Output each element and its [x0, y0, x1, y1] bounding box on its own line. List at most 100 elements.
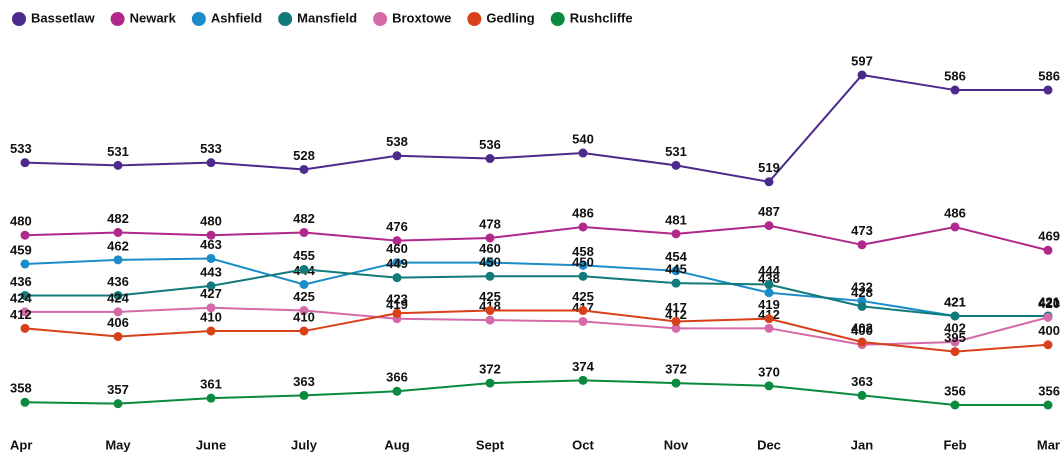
legend-swatch [278, 12, 293, 26]
data-label: 425 [572, 289, 594, 304]
data-label: 459 [10, 242, 32, 257]
x-tick-label: Oct [572, 437, 594, 452]
data-label: 372 [665, 362, 687, 377]
data-point [1043, 245, 1053, 255]
data-point [671, 378, 681, 388]
data-point [299, 227, 309, 237]
data-point [1043, 312, 1053, 322]
x-tick-label: Nov [664, 437, 689, 452]
data-label: 425 [479, 289, 501, 304]
data-label: 420 [1038, 296, 1060, 311]
data-point [578, 148, 588, 158]
data-point [764, 177, 774, 187]
data-point [485, 378, 495, 388]
data-label: 358 [10, 381, 32, 396]
x-tick-label: Aug [384, 437, 409, 452]
data-point [299, 326, 309, 336]
x-tick-label: Apr [10, 437, 32, 452]
data-point [857, 337, 867, 347]
data-label: 366 [386, 370, 408, 385]
data-label: 473 [851, 223, 873, 238]
data-point [392, 236, 402, 246]
data-label: 410 [293, 309, 315, 324]
data-point [113, 290, 123, 300]
data-label: 455 [293, 248, 315, 263]
data-label: 436 [10, 274, 32, 289]
data-label: 480 [200, 214, 222, 229]
data-point [20, 397, 30, 407]
data-label: 374 [572, 359, 594, 374]
data-label: 419 [758, 297, 780, 312]
data-point [671, 266, 681, 276]
data-point [392, 151, 402, 161]
data-label: 356 [944, 383, 966, 398]
data-point [950, 400, 960, 410]
data-point [299, 164, 309, 174]
data-label: 357 [107, 382, 129, 397]
data-label: 421 [944, 294, 966, 309]
data-point [671, 278, 681, 288]
legend-label: Broxtowe [392, 10, 451, 25]
x-tick-label: May [105, 437, 131, 452]
data-point [764, 323, 774, 333]
data-point [485, 233, 495, 243]
data-label: 363 [851, 374, 873, 389]
data-label: 356 [1038, 383, 1060, 398]
data-point [950, 347, 960, 357]
data-label: 424 [10, 290, 32, 305]
data-point [299, 280, 309, 290]
data-point [299, 390, 309, 400]
data-point [578, 375, 588, 385]
x-tick-label: Jan [851, 437, 873, 452]
data-label: 454 [665, 249, 687, 264]
data-label: 445 [665, 262, 687, 277]
data-label: 372 [479, 362, 501, 377]
legend-swatch [110, 12, 125, 26]
data-label: 412 [10, 307, 32, 322]
data-label: 528 [293, 148, 315, 163]
data-label: 395 [944, 330, 966, 345]
data-label: 402 [944, 320, 966, 335]
data-label: 443 [200, 264, 222, 279]
data-label: 450 [479, 255, 501, 270]
data-point [857, 70, 867, 80]
data-label: 536 [479, 137, 501, 152]
data-point [764, 314, 774, 324]
data-label: 586 [944, 68, 966, 83]
data-label: 432 [851, 279, 873, 294]
data-label: 586 [1038, 68, 1060, 83]
data-point [113, 307, 123, 317]
data-point [485, 154, 495, 164]
data-label: 400 [851, 323, 873, 338]
data-point [764, 288, 774, 298]
data-label: 427 [200, 286, 222, 301]
data-point [578, 271, 588, 281]
data-point [1043, 85, 1053, 95]
data-label: 462 [107, 238, 129, 253]
data-label: 424 [107, 290, 129, 305]
series-line [24, 73, 1048, 183]
data-point [950, 222, 960, 232]
data-label: 450 [572, 255, 594, 270]
data-point [206, 281, 216, 291]
data-point [206, 253, 216, 263]
data-point [764, 221, 774, 231]
data-point [113, 255, 123, 265]
x-tick-label: Dec [757, 437, 781, 452]
data-label: 363 [293, 374, 315, 389]
data-point [950, 311, 960, 321]
data-label: 444 [758, 263, 780, 278]
data-label: 463 [200, 237, 222, 252]
data-label: 421 [1038, 294, 1060, 309]
data-label: 531 [107, 144, 129, 159]
data-point [671, 323, 681, 333]
data-label: 425 [293, 289, 315, 304]
data-label: 469 [1038, 229, 1060, 244]
data-label: 481 [665, 212, 687, 227]
data-point [206, 303, 216, 313]
data-point [950, 337, 960, 347]
data-label: 533 [200, 141, 222, 156]
data-point [113, 160, 123, 170]
